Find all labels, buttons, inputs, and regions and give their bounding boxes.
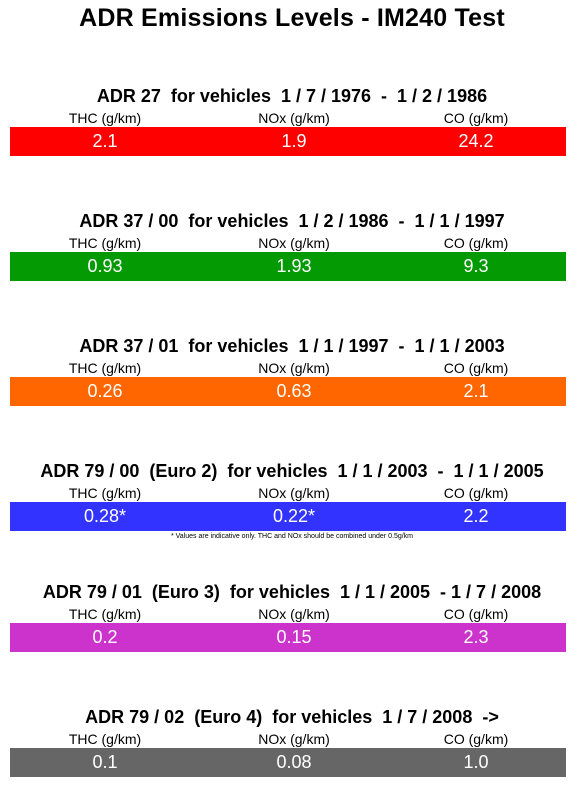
column-labels: THC (g/km) NOx (g/km) CO (g/km) <box>10 359 566 377</box>
section-heading: ADR 79 / 02 (Euro 4) for vehicles 1 / 7 … <box>85 707 499 727</box>
co-value: 2.1 <box>463 381 489 401</box>
column-labels: THC (g/km) NOx (g/km) CO (g/km) <box>10 605 566 623</box>
co-label: CO (g/km) <box>443 235 509 251</box>
nox-label: NOx (g/km) <box>258 360 330 376</box>
nox-value: 0.08 <box>276 752 312 772</box>
thc-value: 0.93 <box>87 256 123 276</box>
co-label: CO (g/km) <box>443 731 509 747</box>
co-label: CO (g/km) <box>443 110 509 126</box>
section-heading: ADR 37 / 01 for vehicles 1 / 1 / 1997 - … <box>79 336 505 356</box>
co-value: 2.2 <box>463 506 489 526</box>
section-heading: ADR 79 / 00 (Euro 2) for vehicles 1 / 1 … <box>40 461 544 481</box>
values-bar: 2.1 1.9 24.2 <box>10 127 566 156</box>
co-value: 2.3 <box>463 627 489 647</box>
thc-label: THC (g/km) <box>68 110 142 126</box>
thc-value: 0.26 <box>87 381 123 401</box>
co-value: 24.2 <box>458 131 494 151</box>
nox-label: NOx (g/km) <box>258 485 330 501</box>
thc-label: THC (g/km) <box>68 606 142 622</box>
co-value: 9.3 <box>463 256 489 276</box>
column-labels: THC (g/km) NOx (g/km) CO (g/km) <box>10 234 566 252</box>
nox-label: NOx (g/km) <box>258 606 330 622</box>
column-labels: THC (g/km) NOx (g/km) CO (g/km) <box>10 730 566 748</box>
section-heading: ADR 27 for vehicles 1 / 7 / 1976 - 1 / 2… <box>96 86 488 106</box>
values-bar: 0.2 0.15 2.3 <box>10 623 566 652</box>
co-value: 1.0 <box>463 752 489 772</box>
page-title: ADR Emissions Levels - IM240 Test <box>79 4 505 32</box>
values-bar: 0.1 0.08 1.0 <box>10 748 566 777</box>
values-bar: 0.28* 0.22* 2.2 <box>10 502 566 531</box>
co-label: CO (g/km) <box>443 360 509 376</box>
co-label: CO (g/km) <box>443 606 509 622</box>
nox-value: 0.63 <box>276 381 312 401</box>
nox-label: NOx (g/km) <box>258 235 330 251</box>
thc-label: THC (g/km) <box>68 360 142 376</box>
thc-value: 0.2 <box>92 627 118 647</box>
thc-label: THC (g/km) <box>68 235 142 251</box>
nox-value: 0.15 <box>276 627 312 647</box>
column-labels: THC (g/km) NOx (g/km) CO (g/km) <box>10 484 566 502</box>
section-heading: ADR 37 / 00 for vehicles 1 / 2 / 1986 - … <box>79 211 505 231</box>
thc-value: 0.28* <box>83 506 127 526</box>
nox-label: NOx (g/km) <box>258 110 330 126</box>
footnote: * Values are indicative only. THC and NO… <box>170 533 414 540</box>
values-bar: 0.26 0.63 2.1 <box>10 377 566 406</box>
thc-label: THC (g/km) <box>68 731 142 747</box>
nox-label: NOx (g/km) <box>258 731 330 747</box>
co-label: CO (g/km) <box>443 485 509 501</box>
nox-value: 0.22* <box>272 506 316 526</box>
thc-label: THC (g/km) <box>68 485 142 501</box>
thc-value: 0.1 <box>92 752 118 772</box>
nox-value: 1.93 <box>276 256 312 276</box>
thc-value: 2.1 <box>92 131 118 151</box>
column-labels: THC (g/km) NOx (g/km) CO (g/km) <box>10 109 566 127</box>
nox-value: 1.9 <box>281 131 307 151</box>
values-bar: 0.93 1.93 9.3 <box>10 252 566 281</box>
section-heading: ADR 79 / 01 (Euro 3) for vehicles 1 / 1 … <box>42 582 542 602</box>
